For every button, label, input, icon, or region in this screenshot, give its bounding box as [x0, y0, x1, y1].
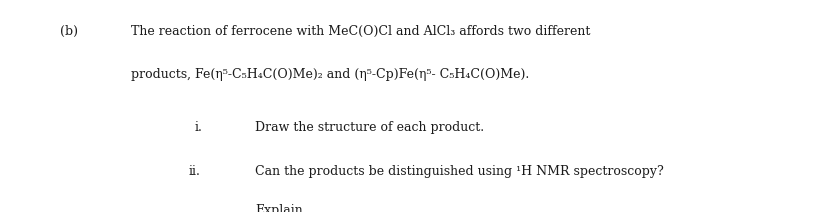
Text: products, Fe(η⁵-C₅H₄C(O)Me)₂ and (η⁵-Cp)Fe(η⁵- C₅H₄C(O)Me).: products, Fe(η⁵-C₅H₄C(O)Me)₂ and (η⁵-Cp)… — [131, 68, 528, 81]
Text: ii.: ii. — [189, 165, 200, 178]
Text: Can the products be distinguished using ¹H NMR spectroscopy?: Can the products be distinguished using … — [255, 165, 663, 178]
Text: Draw the structure of each product.: Draw the structure of each product. — [255, 121, 484, 134]
Text: Explain.: Explain. — [255, 204, 306, 212]
Text: (b): (b) — [60, 25, 79, 38]
Text: i.: i. — [194, 121, 203, 134]
Text: The reaction of ferrocene with MeC(O)Cl and AlCl₃ affords two different: The reaction of ferrocene with MeC(O)Cl … — [131, 25, 590, 38]
